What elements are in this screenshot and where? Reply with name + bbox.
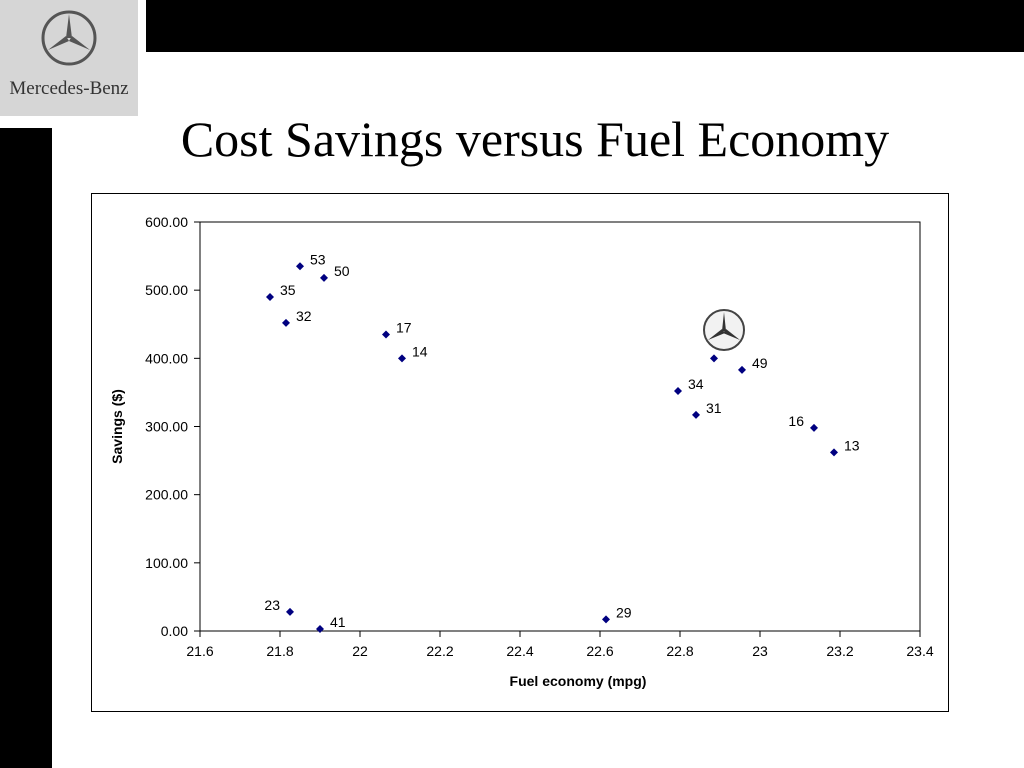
data-point: [282, 318, 290, 327]
data-point: [266, 292, 274, 301]
slide-title: Cost Savings versus Fuel Economy: [180, 111, 890, 167]
data-label: 23: [264, 597, 280, 613]
y-tick-label: 500.00: [145, 282, 188, 298]
data-label: 41: [330, 614, 346, 630]
x-tick-label: 21.6: [186, 643, 213, 659]
x-axis-label: Fuel economy (mpg): [510, 673, 647, 689]
y-tick-label: 400.00: [145, 350, 188, 366]
brand-logo: Mercedes-Benz: [0, 0, 146, 128]
data-point: [296, 262, 304, 271]
left-black-bar: [0, 0, 52, 768]
data-label: 49: [752, 355, 768, 371]
data-point: [286, 607, 294, 616]
x-tick-label: 22.6: [586, 643, 613, 659]
x-tick-label: 21.8: [266, 643, 293, 659]
data-label: 34: [688, 376, 704, 392]
data-point: [320, 273, 328, 282]
data-label: 35: [280, 282, 296, 298]
top-black-bar: [0, 0, 1024, 52]
scatter-chart: 0.00 100.00 200.00 300.00 400.00 500.00 600.00…: [109, 214, 934, 689]
data-label: 16: [788, 413, 804, 429]
y-axis-label: Savings ($): [109, 389, 125, 464]
data-point: [316, 624, 324, 633]
y-tick-label: 300.00: [145, 419, 188, 435]
y-tick-label: 600.00: [145, 214, 188, 230]
x-tick-label: 22: [352, 643, 368, 659]
data-point: [830, 448, 838, 457]
x-tick-label: 23: [752, 643, 768, 659]
x-tick-label: 22.4: [506, 643, 533, 659]
data-point: [398, 354, 406, 363]
data-label: 29: [616, 604, 632, 620]
x-tick-label: 23.2: [826, 643, 853, 659]
mercedes-star-icon: [41, 10, 97, 66]
x-tick-label: 23.4: [906, 643, 933, 659]
y-tick-label: 100.00: [145, 555, 188, 571]
data-point: [810, 423, 818, 432]
data-point: [674, 387, 682, 396]
data-label: 31: [706, 400, 722, 416]
x-tick-label: 22.2: [426, 643, 453, 659]
chart-frame: 0.00 100.00 200.00 300.00 400.00 500.00 600.00…: [91, 193, 949, 712]
data-point: [738, 365, 746, 374]
y-tick-label: 200.00: [145, 487, 188, 503]
data-label: 32: [296, 308, 312, 324]
data-label: 14: [412, 343, 428, 359]
data-point: [382, 330, 390, 339]
data-label: 17: [396, 319, 412, 335]
data-point: [602, 615, 610, 624]
brand-logo-text: Mercedes-Benz: [9, 78, 129, 99]
data-label: 13: [844, 437, 860, 453]
data-label: 53: [310, 251, 326, 267]
y-tick-label: 0.00: [161, 623, 188, 639]
data-point: [692, 410, 700, 419]
data-point: [710, 354, 718, 363]
data-label: 50: [334, 263, 350, 279]
x-tick-label: 22.8: [666, 643, 693, 659]
emblem-icon: [703, 309, 745, 351]
